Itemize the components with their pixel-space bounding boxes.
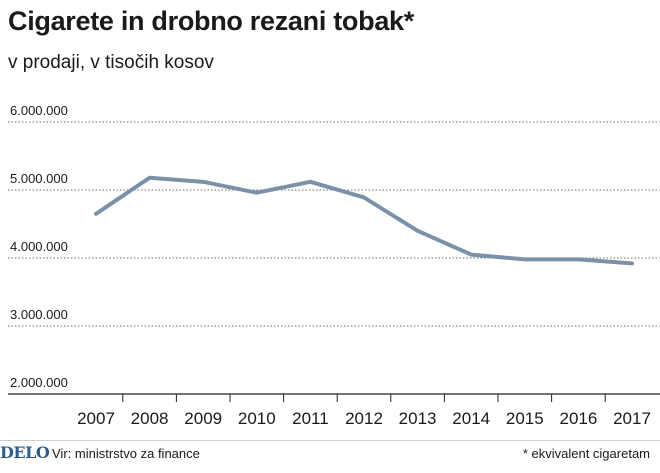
y-tick-label: 3.000.000 xyxy=(10,307,68,322)
y-tick-label: 4.000.000 xyxy=(10,239,68,254)
source-note: Vir: ministrstvo za finance xyxy=(52,446,200,461)
x-tick-label: 2013 xyxy=(399,409,437,428)
series-line xyxy=(94,175,634,266)
x-tick-label: 2010 xyxy=(238,409,276,428)
delo-logo: DELO xyxy=(0,443,50,462)
chart-subtitle: v prodaji, v tisočih kosov xyxy=(8,52,214,73)
x-tick-label: 2012 xyxy=(345,409,383,428)
x-tick-label: 2011 xyxy=(292,409,329,428)
x-tick-label: 2008 xyxy=(131,409,169,428)
y-tick-label: 2.000.000 xyxy=(10,375,68,390)
x-tick-label: 2015 xyxy=(506,409,544,428)
series-layer xyxy=(94,175,634,266)
y-tick-label: 5.000.000 xyxy=(10,171,68,186)
x-tick-label: 2009 xyxy=(184,409,222,428)
y-tick-label: 6.000.000 xyxy=(10,103,68,118)
x-tick-label: 2016 xyxy=(559,409,597,428)
footer-divider xyxy=(0,440,660,441)
footnote: * ekvivalent cigaretam xyxy=(522,446,650,461)
x-tick-label: 2007 xyxy=(77,409,115,428)
line-chart: 2.000.000 3.000.000 4.000.000 5.000.000 6.00… xyxy=(8,103,660,428)
chart-title: Cigarete in drobno rezani tobak* xyxy=(8,6,414,36)
x-tick-label: 2017 xyxy=(613,409,651,428)
x-tick-labels: 2007 2008 2009 2010 2011 2012 2013 2014 2015 2016… xyxy=(77,394,651,428)
y-tick-labels: 2.000.000 3.000.000 4.000.000 5.000.000 6.00… xyxy=(10,103,68,390)
x-tick-label: 2014 xyxy=(452,409,490,428)
